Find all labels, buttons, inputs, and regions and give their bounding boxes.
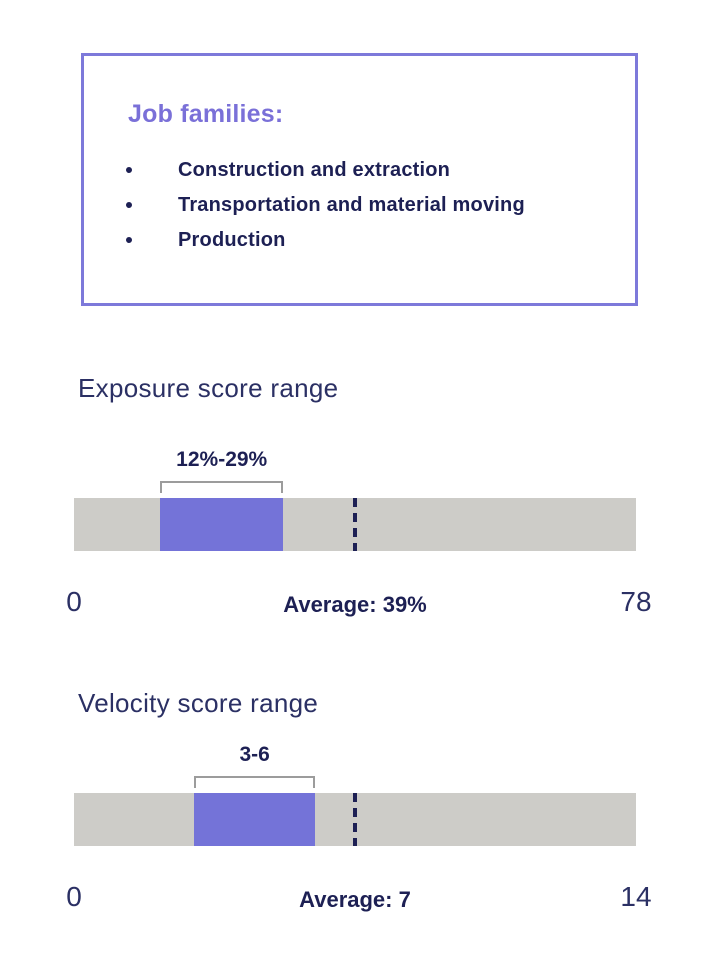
list-item-label: Production xyxy=(178,229,286,251)
job-families-panel: Job families: Construction and extractio… xyxy=(81,53,638,306)
axis-max-label: 14 xyxy=(620,881,652,912)
list-item-label: Transportation and material moving xyxy=(178,194,525,216)
range-bracket xyxy=(194,776,315,788)
bullet-icon xyxy=(126,167,132,173)
list-item: Transportation and material moving xyxy=(84,194,635,218)
bullet-icon xyxy=(126,237,132,243)
score-track xyxy=(74,793,636,846)
range-value-label: 3-6 xyxy=(239,743,270,766)
average-marker-line xyxy=(353,498,357,551)
average-marker-line xyxy=(353,793,357,846)
chart-title: Velocity score range xyxy=(78,688,319,718)
chart-plot-area: 12%-29% 0 Average: 39% 78 xyxy=(66,448,651,623)
chart-plot-area: 3-6 0 Average: 7 14 xyxy=(66,743,651,918)
range-fill-bar xyxy=(160,498,283,551)
list-item: Production xyxy=(84,229,635,253)
score-track xyxy=(74,498,636,551)
average-label: Average: 39% xyxy=(283,592,427,617)
list-item: Construction and extraction xyxy=(84,159,635,183)
bullet-icon xyxy=(126,202,132,208)
velocity-score-chart: Velocity score range 3-6 0 Average: 7 14 xyxy=(0,688,726,938)
chart-axis: 0 Average: 7 14 xyxy=(66,881,651,917)
exposure-score-chart: Exposure score range 12%-29% 0 Average: … xyxy=(0,373,726,623)
job-families-title: Job families: xyxy=(128,100,284,128)
range-fill-bar xyxy=(194,793,315,846)
chart-axis: 0 Average: 39% 78 xyxy=(66,586,651,622)
range-value-label: 12%-29% xyxy=(176,448,268,471)
job-families-list: Construction and extraction Transportati… xyxy=(84,159,635,264)
range-bracket xyxy=(160,481,283,493)
list-item-label: Construction and extraction xyxy=(178,159,451,181)
axis-min-label: 0 xyxy=(66,586,82,617)
axis-min-label: 0 xyxy=(66,881,82,912)
average-label: Average: 7 xyxy=(299,887,411,912)
axis-max-label: 78 xyxy=(620,586,652,617)
chart-title: Exposure score range xyxy=(78,373,339,403)
